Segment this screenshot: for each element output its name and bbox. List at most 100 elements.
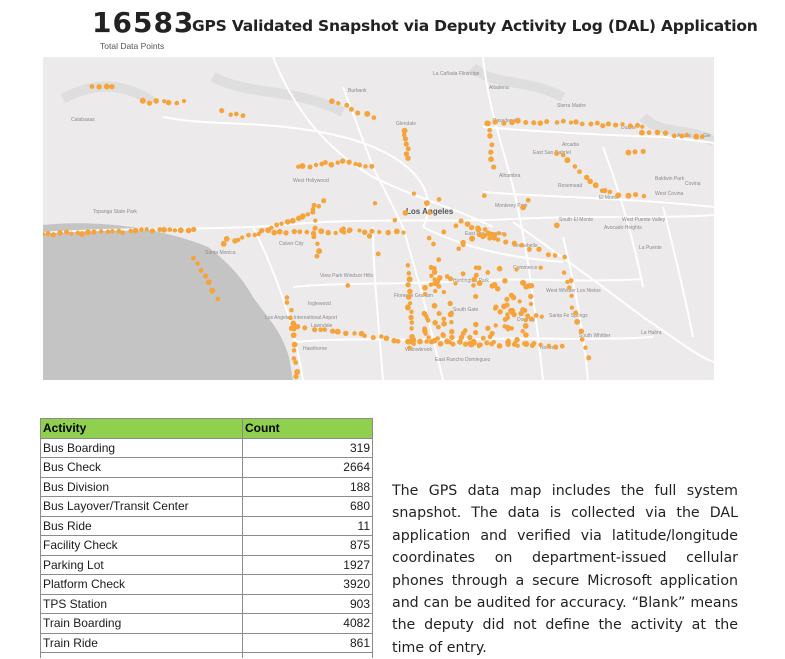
gps-point bbox=[191, 226, 197, 232]
gps-point bbox=[440, 332, 447, 339]
gps-points-map[interactable]: BurbankGlendalePasadenaLa Cañada Flintri… bbox=[43, 57, 714, 380]
gps-point bbox=[517, 299, 522, 304]
gps-point bbox=[436, 310, 442, 317]
gps-point bbox=[527, 247, 532, 252]
gps-point bbox=[132, 227, 139, 234]
gps-point bbox=[409, 320, 415, 325]
place-label-monterey-park: Monterey Park bbox=[495, 203, 528, 209]
place-label-east-san-gabriel: East San Gabriel bbox=[533, 150, 571, 156]
gps-point bbox=[215, 296, 221, 302]
place-label-west-hollywood: West Hollywood bbox=[293, 178, 329, 184]
gps-point bbox=[345, 283, 351, 288]
gps-point bbox=[569, 293, 574, 298]
place-label-willowbrook: Willowbrook bbox=[405, 347, 432, 353]
road bbox=[342, 86, 444, 380]
gps-point bbox=[496, 265, 503, 272]
gps-point bbox=[505, 326, 511, 332]
gps-point bbox=[475, 226, 482, 233]
gps-point bbox=[505, 341, 511, 347]
place-label-west-whittier: West Whittier Los Nietos bbox=[546, 288, 601, 294]
gps-point bbox=[423, 331, 428, 336]
road bbox=[662, 206, 694, 338]
gps-point bbox=[662, 130, 669, 136]
road bbox=[292, 278, 644, 288]
gps-point bbox=[329, 328, 336, 334]
gps-point bbox=[405, 338, 412, 345]
gps-point bbox=[503, 239, 509, 245]
gps-point bbox=[314, 253, 320, 259]
gps-point bbox=[157, 227, 163, 233]
gps-point bbox=[574, 318, 581, 325]
gps-point bbox=[144, 227, 149, 232]
gps-point bbox=[560, 119, 566, 124]
gps-point bbox=[421, 310, 428, 317]
gps-point bbox=[467, 340, 473, 346]
gps-point bbox=[109, 84, 115, 90]
place-label-santa-fe-springs: Santa Fe Springs bbox=[549, 313, 588, 319]
gps-point bbox=[641, 193, 647, 199]
gps-point bbox=[393, 228, 400, 235]
road bbox=[482, 57, 544, 380]
gps-point bbox=[296, 164, 301, 169]
gps-point bbox=[310, 230, 317, 237]
gps-point bbox=[487, 334, 493, 340]
gps-point bbox=[405, 146, 411, 152]
gps-point bbox=[484, 340, 490, 346]
place-label-huntington-park: Huntington Park bbox=[453, 278, 489, 284]
table-row: Bus Ride 11 bbox=[40, 515, 373, 536]
gps-point bbox=[316, 204, 322, 209]
gps-point bbox=[488, 231, 494, 237]
gps-point bbox=[409, 326, 414, 331]
place-label-sierra-madre: Sierra Madre bbox=[557, 103, 586, 109]
gps-point bbox=[363, 164, 368, 169]
gps-point bbox=[437, 341, 444, 347]
gps-point bbox=[627, 123, 633, 129]
gps-point bbox=[377, 229, 382, 235]
road bbox=[372, 226, 384, 380]
gps-point bbox=[252, 232, 258, 238]
place-label-inglewood: Inglewood bbox=[308, 301, 331, 307]
gps-point bbox=[304, 229, 310, 235]
gps-point bbox=[203, 273, 209, 279]
total-data-points-label: Total Data Points bbox=[100, 41, 165, 51]
gps-point bbox=[336, 101, 341, 106]
gps-point bbox=[615, 192, 622, 199]
gps-point bbox=[508, 292, 515, 298]
place-label-burbank: Burbank bbox=[348, 88, 367, 94]
gps-point bbox=[528, 316, 534, 322]
gps-point bbox=[635, 122, 640, 128]
gps-point bbox=[480, 335, 486, 341]
gps-point bbox=[291, 341, 298, 348]
road bbox=[512, 221, 714, 363]
gps-point bbox=[509, 307, 516, 314]
gps-point bbox=[422, 284, 428, 291]
gps-point bbox=[385, 229, 391, 236]
gps-point bbox=[584, 174, 590, 181]
gps-point bbox=[488, 156, 494, 163]
gps-point bbox=[433, 288, 438, 294]
cell-count: 875 bbox=[242, 535, 373, 556]
gps-point bbox=[411, 341, 416, 346]
gps-point bbox=[319, 161, 325, 167]
road bbox=[162, 116, 430, 228]
cell-count: 4082 bbox=[242, 613, 373, 634]
gps-point bbox=[290, 320, 297, 327]
gps-point bbox=[375, 251, 381, 257]
gps-point bbox=[369, 163, 375, 169]
gps-point bbox=[579, 121, 585, 127]
gps-point bbox=[458, 218, 464, 224]
gps-point bbox=[431, 302, 438, 309]
gps-point bbox=[172, 228, 178, 233]
gps-point bbox=[431, 241, 436, 247]
gps-point bbox=[432, 320, 438, 326]
gps-point bbox=[329, 98, 335, 105]
gps-point bbox=[522, 307, 528, 314]
gps-point bbox=[506, 338, 511, 343]
gps-point bbox=[274, 222, 279, 228]
gps-point bbox=[362, 229, 368, 235]
gps-point bbox=[310, 209, 316, 215]
gps-point bbox=[276, 228, 283, 235]
gps-point bbox=[307, 164, 313, 170]
gps-point bbox=[75, 230, 81, 236]
table-row-partial bbox=[40, 652, 373, 658]
